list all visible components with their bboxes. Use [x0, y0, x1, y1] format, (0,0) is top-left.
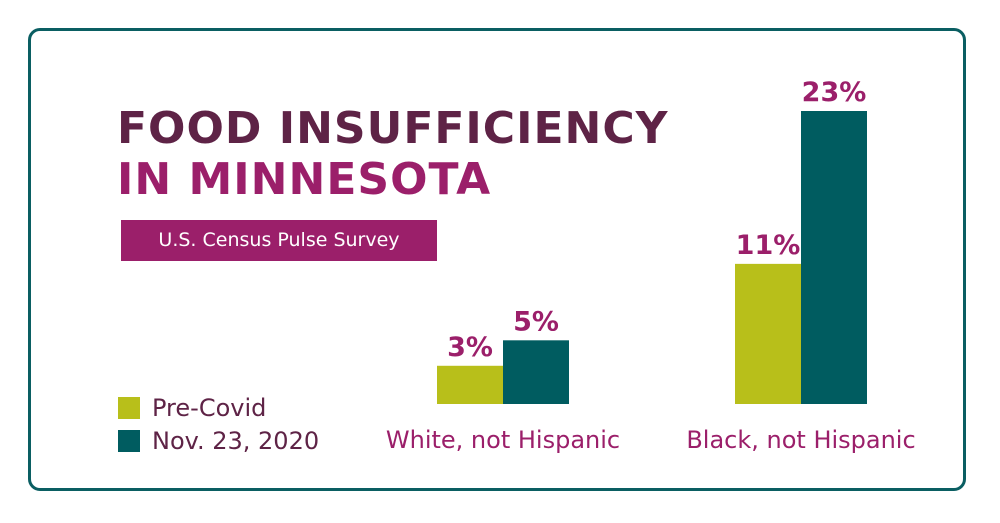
category-label-black: Black, not Hispanic — [686, 426, 915, 454]
data-label-white-nov-2020: 5% — [513, 306, 559, 337]
bar-black-nov-2020 — [801, 111, 867, 404]
legend-item-pre-covid: Pre-Covid — [118, 394, 266, 422]
data-label-black-pre-covid: 11% — [736, 230, 801, 261]
category-label-white: White, not Hispanic — [386, 426, 620, 454]
chart-title-line-1: FOOD INSUFFICIENCY — [117, 103, 669, 154]
legend-label-nov-2020: Nov. 23, 2020 — [152, 427, 320, 455]
data-label-white-pre-covid: 3% — [447, 332, 493, 363]
bar-white-nov-2020 — [503, 340, 569, 404]
source-badge: U.S. Census Pulse Survey — [121, 220, 437, 261]
chart-title-line-2: IN MINNESOTA — [117, 154, 492, 205]
bar-black-pre-covid — [735, 263, 801, 404]
bar-white-pre-covid — [437, 365, 503, 404]
chart-frame — [28, 28, 966, 491]
legend-swatch-pre-covid — [118, 397, 140, 419]
legend-swatch-nov-2020 — [118, 430, 140, 452]
data-label-black-nov-2020: 23% — [802, 77, 867, 108]
legend-label-pre-covid: Pre-Covid — [152, 394, 267, 422]
legend-item-nov-2020: Nov. 23, 2020 — [118, 427, 319, 455]
